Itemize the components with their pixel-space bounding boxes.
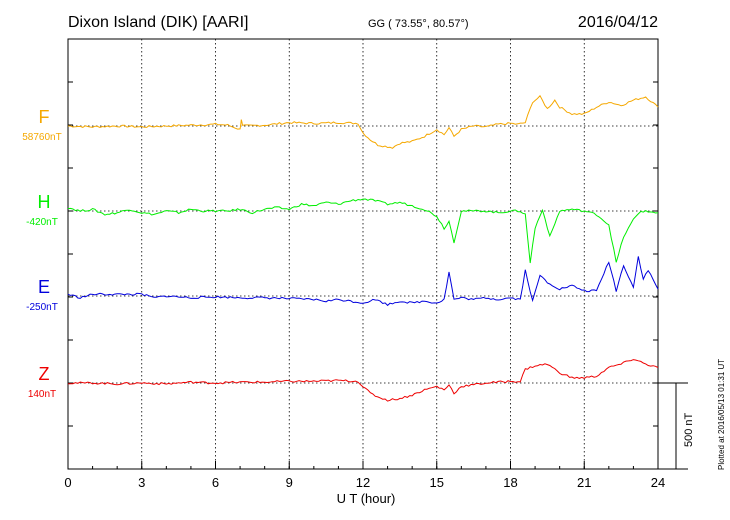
- series-baseline-h: -420nT: [26, 217, 58, 228]
- x-tick-label: 18: [503, 475, 517, 490]
- chart-date: 2016/04/12: [578, 14, 658, 31]
- series-lines: [67, 94, 659, 402]
- axis-ticks: [67, 38, 659, 470]
- plotted-timestamp: Plotted at 2016/05/13 01:31 UT: [717, 359, 726, 470]
- series-name-e: E: [38, 277, 50, 297]
- series-name-h: H: [38, 192, 51, 212]
- series-line-f: [68, 94, 659, 149]
- scale-bar: [658, 382, 688, 470]
- series-name-z: Z: [39, 364, 50, 384]
- series-line-e: [67, 256, 659, 307]
- x-tick-labels: 0 3 6 9 12 15 18 21 24: [64, 475, 665, 490]
- x-axis-label: U T (hour): [337, 491, 396, 506]
- x-tick-label: 0: [64, 475, 71, 490]
- series-baseline-e: -250nT: [26, 302, 58, 313]
- station-coords: GG ( 73.55°, 80.57°): [368, 18, 469, 30]
- scale-bar-label: 500 nT: [683, 412, 695, 447]
- x-tick-label: 15: [430, 475, 444, 490]
- x-tick-label: 6: [212, 475, 219, 490]
- series-line-h: [67, 198, 659, 264]
- x-tick-label: 24: [651, 475, 665, 490]
- series-labels: F 58760nT H -420nT E -250nT Z 140nT: [22, 107, 61, 400]
- series-baseline-z: 140nT: [28, 389, 56, 400]
- x-tick-label: 3: [138, 475, 145, 490]
- series-name-f: F: [39, 107, 50, 127]
- station-title: Dixon Island (DIK) [AARI]: [68, 14, 249, 31]
- series-baseline-f: 58760nT: [22, 132, 61, 143]
- series-line-z: [67, 359, 659, 402]
- x-tick-label: 9: [286, 475, 293, 490]
- x-tick-label: 21: [577, 475, 591, 490]
- grid-lines: [68, 39, 658, 469]
- x-tick-label: 12: [356, 475, 370, 490]
